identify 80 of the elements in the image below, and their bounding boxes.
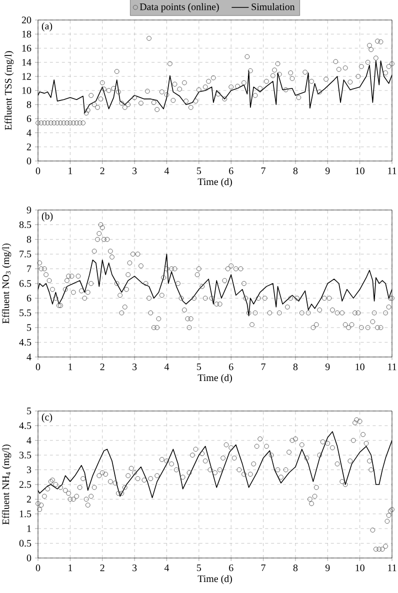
y-tick-label: 0 bbox=[26, 554, 32, 562]
x-tick-label: 4 bbox=[164, 364, 170, 370]
x-tick-label: 5 bbox=[197, 364, 202, 370]
x-tick-label: 1 bbox=[68, 564, 72, 572]
x-tick-label: 0 bbox=[36, 168, 40, 174]
y-tick-label: 5 bbox=[27, 408, 32, 414]
x-tick-label: 10 bbox=[356, 564, 364, 572]
y-tick-label: 6.5 bbox=[19, 280, 32, 287]
x-tick-label: 3 bbox=[132, 564, 137, 572]
x-tick-label: 11 bbox=[388, 168, 396, 174]
x-tick-label: 8 bbox=[293, 564, 298, 572]
y-tick-label: 2 bbox=[26, 496, 31, 502]
x-tick-label: 9 bbox=[325, 168, 330, 174]
y-axis-title: Effluent TSS (mg/l) bbox=[4, 51, 14, 130]
x-tick-label: 0 bbox=[36, 364, 40, 370]
y-tick-label: 8 bbox=[26, 236, 32, 243]
y-tick-label: 12 bbox=[22, 73, 31, 80]
y-tick-label: 16 bbox=[22, 44, 32, 52]
y-tick-label: 3.5 bbox=[20, 452, 32, 458]
x-tick-label: 9 bbox=[325, 364, 330, 370]
y-tick-label: 5.5 bbox=[20, 310, 32, 316]
legend-label: Data points (online) bbox=[140, 3, 219, 12]
annotation: (c) bbox=[42, 413, 52, 422]
y-tick-label: 7 bbox=[27, 266, 32, 272]
y-tick-label: 4.5 bbox=[19, 422, 32, 430]
y-axis-title: Effluent NO$_{3}$ (mg/l) bbox=[2, 244, 12, 324]
y-tick-label: 10 bbox=[22, 87, 32, 94]
y-tick-label: 20 bbox=[22, 16, 32, 24]
x-tick-label: 7 bbox=[261, 364, 266, 370]
x-tick-label: 8 bbox=[293, 168, 298, 174]
x-tick-label: 2 bbox=[100, 364, 104, 370]
x-axis-title: Time (d) bbox=[198, 374, 232, 384]
x-axis-title: Time (d) bbox=[198, 575, 232, 584]
x-tick-label: 9 bbox=[325, 564, 330, 572]
y-tick-label: 6 bbox=[26, 294, 32, 302]
x-tick-label: 6 bbox=[229, 564, 234, 572]
x-tick-label: 8 bbox=[293, 364, 298, 370]
x-tick-label: 6 bbox=[229, 168, 234, 174]
y-tick-label: 9 bbox=[26, 206, 32, 214]
x-tick-label: 4 bbox=[164, 564, 170, 572]
x-tick-label: 10 bbox=[356, 364, 364, 370]
x-tick-label: 5 bbox=[197, 564, 202, 572]
legend-label: Simulation bbox=[252, 3, 295, 10]
y-tick-label: 3 bbox=[26, 466, 32, 474]
y-tick-label: 7.5 bbox=[20, 250, 32, 258]
x-axis-title: Time (d) bbox=[198, 178, 232, 188]
x-tick-label: 1 bbox=[68, 168, 72, 174]
y-tick-label: 1.5 bbox=[20, 510, 32, 518]
y-tick-label: 2 bbox=[26, 144, 31, 150]
y-tick-label: 2.5 bbox=[19, 481, 32, 488]
x-tick-label: 10 bbox=[356, 168, 364, 174]
y-tick-label: 4 bbox=[26, 437, 32, 444]
x-tick-label: 7 bbox=[261, 168, 266, 174]
y-tick-label: 18 bbox=[22, 30, 32, 38]
y-tick-label: 8.5 bbox=[19, 221, 32, 228]
x-tick-label: 2 bbox=[100, 564, 104, 572]
y-tick-label: 8 bbox=[26, 101, 32, 108]
x-tick-label: 11 bbox=[388, 364, 396, 370]
y-axis-title: Effluent NH$_{4}$ (mg/l) bbox=[2, 444, 12, 525]
x-tick-label: 3 bbox=[132, 168, 137, 174]
x-tick-label: 11 bbox=[388, 564, 396, 572]
x-tick-label: 4 bbox=[164, 168, 170, 174]
y-tick-label: 4 bbox=[26, 354, 32, 360]
y-tick-label: 6 bbox=[26, 115, 32, 122]
annotation: (b) bbox=[42, 212, 53, 222]
y-tick-label: 5 bbox=[27, 324, 32, 331]
x-tick-label: 2 bbox=[100, 168, 104, 174]
y-tick-label: 4 bbox=[26, 130, 32, 136]
x-tick-label: 6 bbox=[229, 364, 234, 370]
x-tick-label: 3 bbox=[132, 364, 137, 370]
y-tick-label: 0 bbox=[26, 158, 32, 164]
annotation: (a) bbox=[42, 22, 52, 32]
x-tick-label: 5 bbox=[197, 168, 202, 174]
y-tick-label: 14 bbox=[22, 59, 32, 66]
y-tick-label: 1 bbox=[27, 525, 31, 532]
y-tick-label: 4.5 bbox=[19, 338, 32, 346]
x-tick-label: 1 bbox=[68, 364, 72, 370]
x-tick-label: 0 bbox=[36, 564, 40, 572]
x-tick-label: 7 bbox=[261, 564, 266, 572]
y-tick-label: 0.5 bbox=[19, 540, 32, 547]
